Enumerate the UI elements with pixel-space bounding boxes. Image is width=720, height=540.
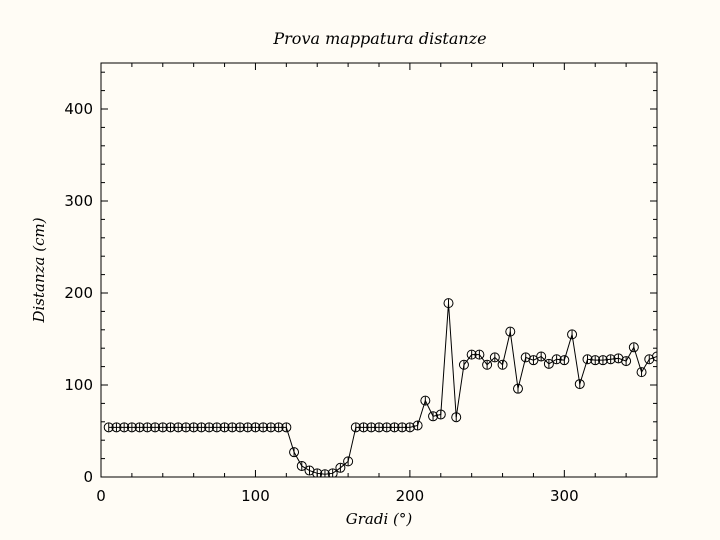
data-point [451,412,462,423]
data-point [621,356,632,367]
data-point [180,422,191,433]
data-point [590,355,601,366]
data-point [258,422,269,433]
data-point [204,422,215,433]
data-point [497,359,508,370]
data-point [227,422,238,433]
x-tick-label: 0 [96,487,106,505]
data-point [196,422,207,433]
data-point [443,298,454,309]
data-point [574,379,585,390]
data-point [543,358,554,369]
chart-title: Prova mappatura distanze [272,29,486,48]
data-point [289,447,300,458]
data-point [404,422,415,433]
data-point [211,422,222,433]
data-point [103,422,114,433]
data-point [374,422,384,433]
data-point [173,422,184,433]
data-point [582,354,593,365]
y-tick-label: 300 [64,192,93,210]
data-point [358,422,369,433]
data-point [420,395,431,406]
data-point [605,354,616,365]
data-point [559,355,570,366]
data-point [466,349,477,360]
data-point [474,349,485,360]
plot-frame [100,62,658,478]
data-point [235,422,245,433]
y-tick-label: 200 [64,284,93,302]
x-tick-label: 200 [396,487,425,505]
data-point [636,367,647,378]
data-point [597,355,608,366]
x-axis: 0 100 200 300 [96,63,658,505]
x-axis-label: Gradi (°) [346,510,413,528]
data-point [428,411,439,422]
x-tick-label: 100 [241,487,270,505]
data-point [126,422,137,433]
series-line [108,303,657,475]
data-point [335,462,346,473]
data-point [350,422,361,433]
data-point [111,422,122,433]
data-point [628,342,639,353]
data-point [381,422,392,433]
y-tick-label: 100 [64,376,93,394]
data-point [296,460,307,471]
data-point [157,422,168,433]
data-point [482,359,493,370]
data-point [219,422,230,433]
data-point [652,351,657,362]
data-point [134,422,145,433]
data-point [119,422,130,433]
data-point [397,422,408,433]
data-point [273,422,284,433]
data-point [458,359,469,370]
data-point [551,354,562,365]
data-point [412,420,423,431]
data-point [567,329,578,340]
x-tick-label: 300 [550,487,579,505]
data-point [489,352,500,363]
y-axis-label: Distanza (cm) [30,217,48,323]
data-point [389,422,400,433]
data-point [265,422,276,433]
data-point [250,422,261,433]
data-point [327,468,338,477]
data-point [242,422,253,433]
data-point [188,422,199,433]
data-point [435,409,446,420]
y-tick-label: 0 [83,468,93,486]
data-point [142,422,153,433]
y-tick-label: 400 [64,100,93,118]
y-axis: 0 100 200 300 400 [64,71,657,486]
data-point [150,422,161,433]
data-point [513,383,523,394]
data-point [165,422,176,433]
plot-area [103,298,657,477]
data-point [536,351,547,362]
data-point [366,422,377,433]
data-point [281,422,292,433]
data-point [343,456,354,467]
data-point [505,326,516,337]
